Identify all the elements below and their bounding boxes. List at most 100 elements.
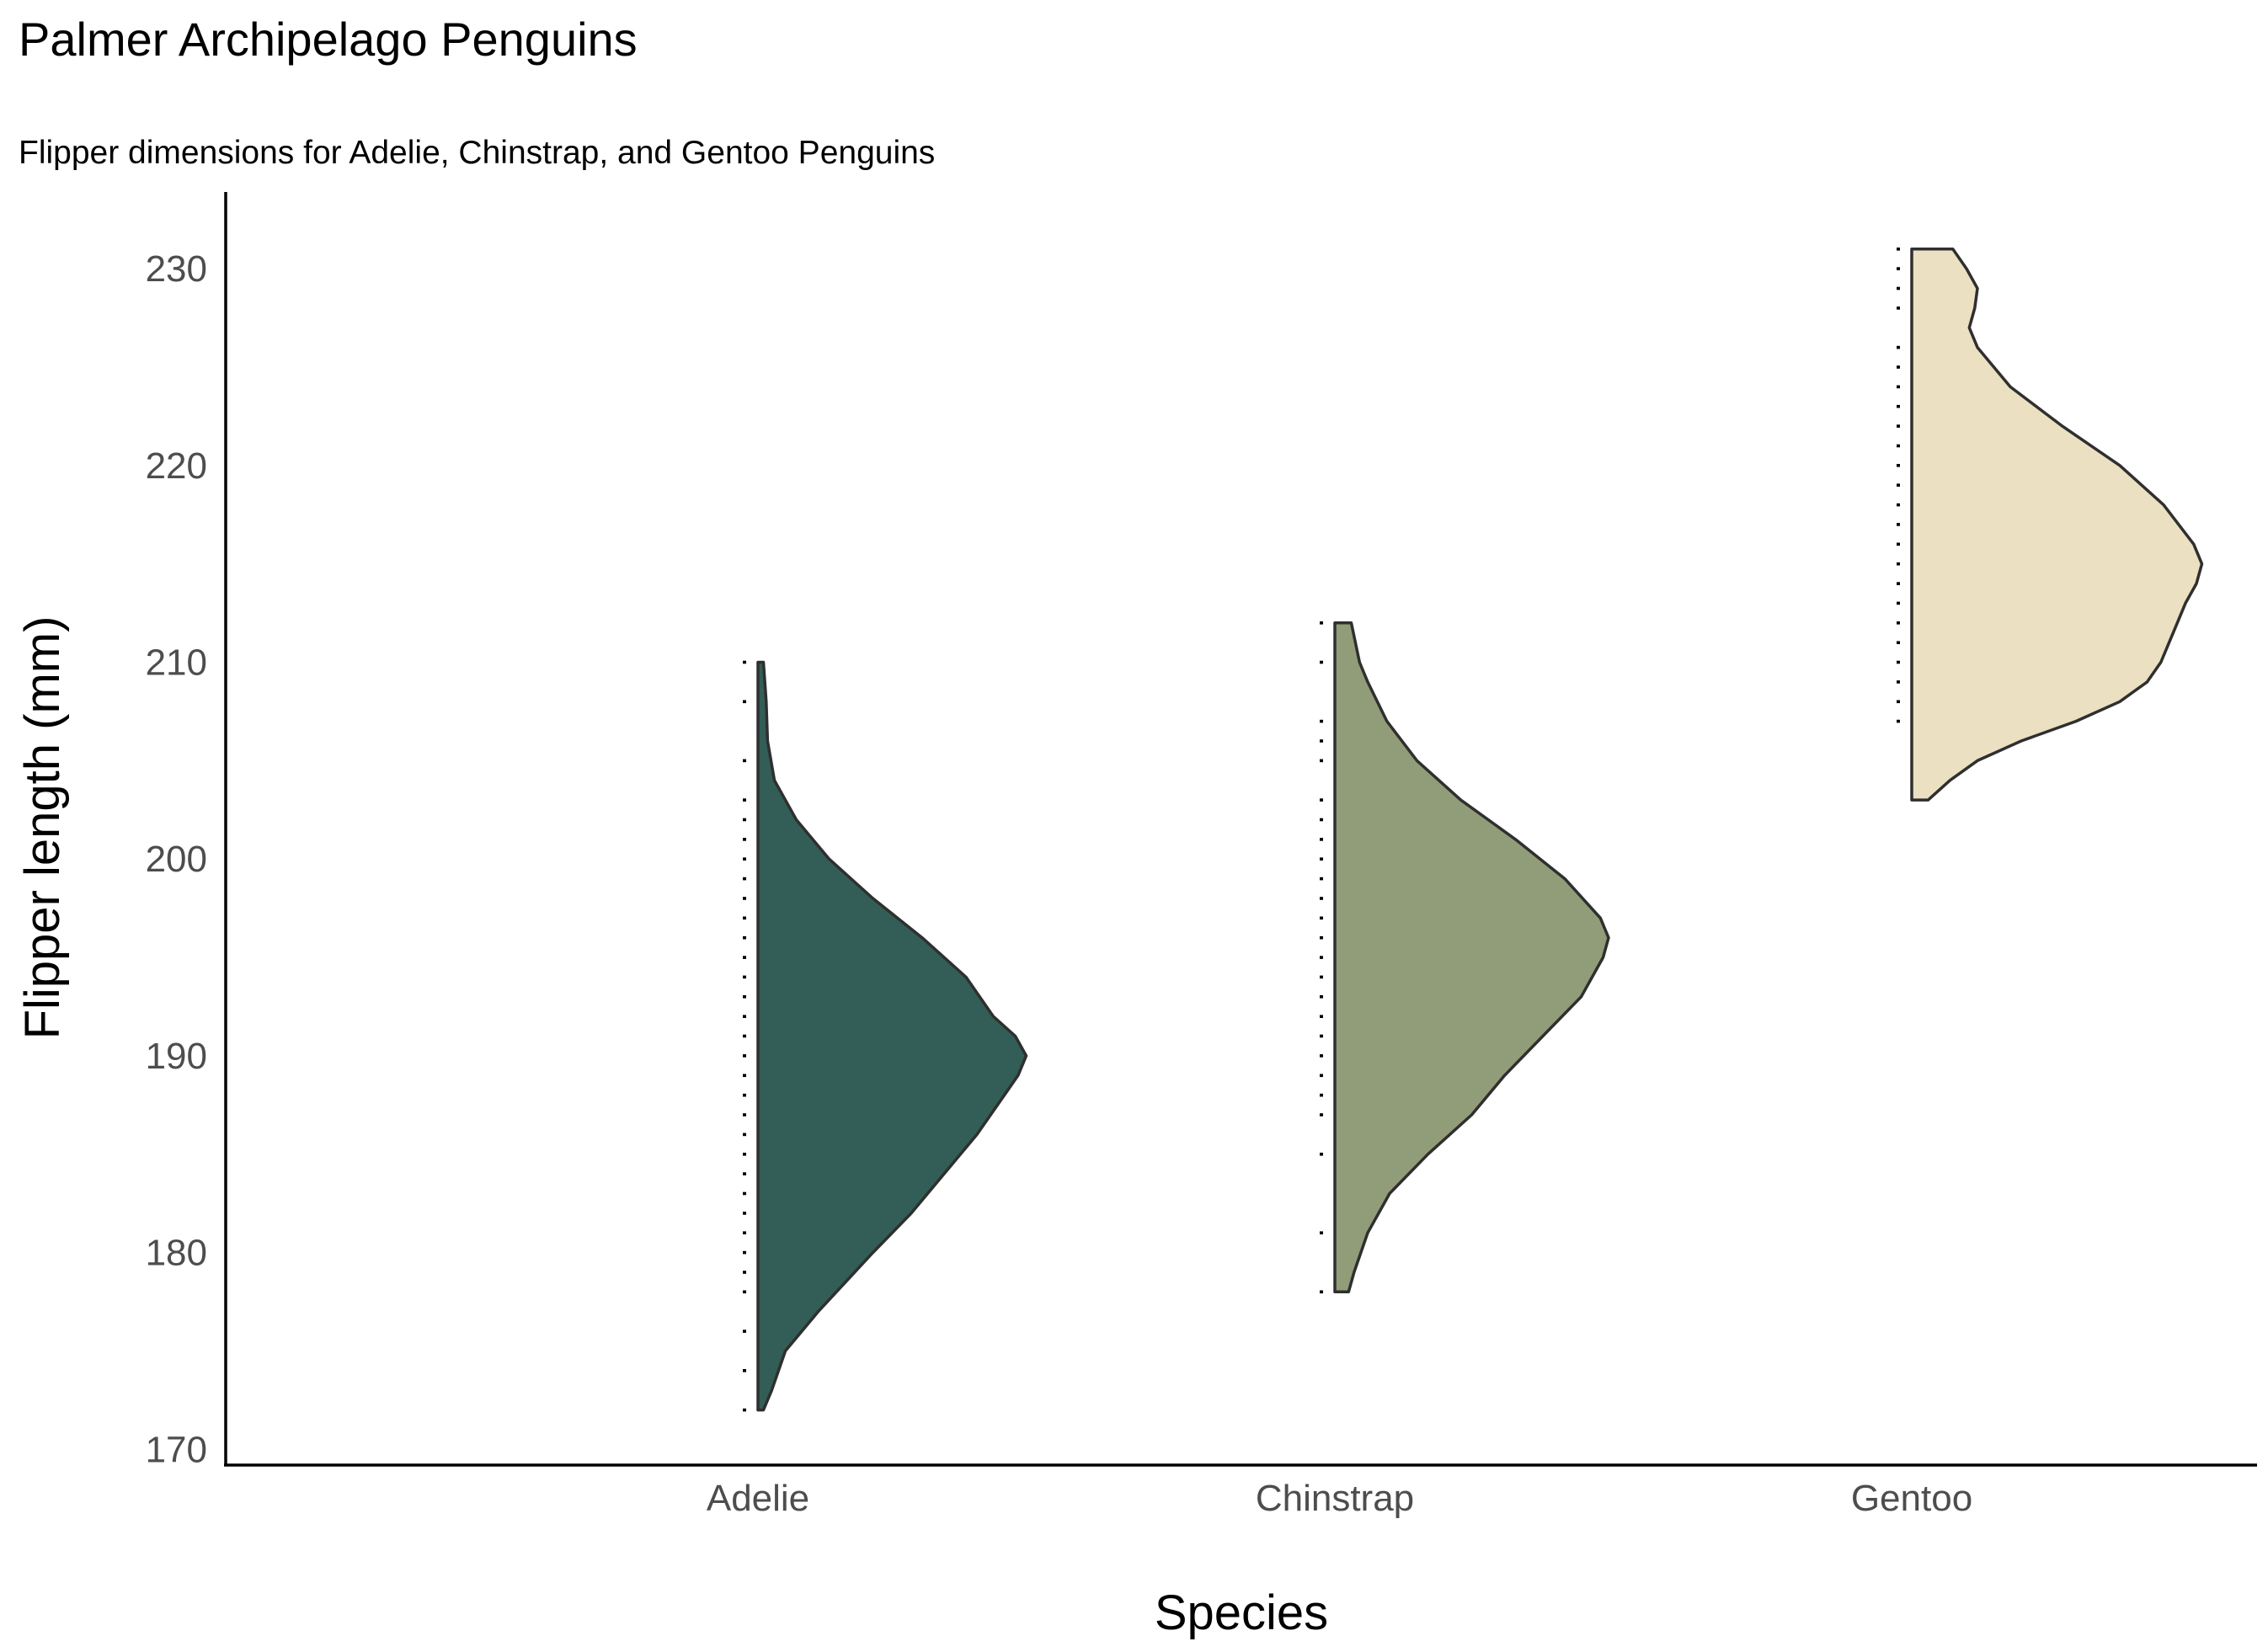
dot-adelie-198 <box>743 897 746 900</box>
dot-gentoo-211 <box>1897 641 1900 644</box>
dot-adelie-186 <box>743 1132 746 1137</box>
dot-gentoo-222 <box>1897 424 1900 428</box>
dot-gentoo-230 <box>1897 267 1900 270</box>
dot-chinstrap-191 <box>1320 1034 1323 1038</box>
dot-gentoo-213 <box>1897 601 1900 605</box>
dot-adelie-210 <box>743 660 746 664</box>
y-tick-label-230: 230 <box>146 248 207 290</box>
dot-chinstrap-190 <box>1320 1054 1323 1058</box>
dot-adelie-182 <box>743 1212 746 1215</box>
x-axis-title: Species <box>1155 1585 1328 1640</box>
dot-chinstrap-187 <box>1320 1113 1323 1116</box>
dot-chinstrap-201 <box>1320 838 1323 841</box>
dot-chinstrap-203 <box>1320 798 1323 802</box>
chart-subtitle: Flipper dimensions for Adelie, Chinstrap… <box>19 135 935 171</box>
y-tick-label-180: 180 <box>146 1233 207 1274</box>
dot-gentoo-219 <box>1897 483 1900 487</box>
x-tick-label-gentoo: Gentoo <box>1851 1478 1972 1519</box>
y-tick-label-170: 170 <box>146 1429 207 1470</box>
dot-adelie-180 <box>743 1250 746 1255</box>
dot-adelie-196 <box>743 935 746 940</box>
dot-gentoo-229 <box>1897 286 1900 290</box>
dot-chinstrap-200 <box>1320 857 1323 861</box>
dot-chinstrap-189 <box>1320 1074 1323 1078</box>
dot-chinstrap-212 <box>1320 621 1323 625</box>
dot-gentoo-225 <box>1897 365 1900 369</box>
dot-adelie-179 <box>743 1271 746 1274</box>
dot-chinstrap-205 <box>1320 759 1323 763</box>
violin-adelie <box>756 660 1028 1412</box>
dot-adelie-178 <box>743 1290 746 1294</box>
dot-adelie-197 <box>743 916 746 920</box>
dot-adelie-203 <box>743 798 746 802</box>
dot-chinstrap-185 <box>1320 1153 1323 1156</box>
dot-adelie-184 <box>743 1172 746 1175</box>
x-tick-label-adelie: Adelie <box>707 1478 809 1519</box>
dot-adelie-185 <box>743 1153 746 1156</box>
dot-adelie-192 <box>743 1015 746 1018</box>
violin-chinstrap <box>1333 621 1610 1294</box>
dot-adelie-188 <box>743 1093 746 1097</box>
y-axis-title: Flipper length (mm) <box>15 616 70 1040</box>
chart-title: Palmer Archipelago Penguins <box>19 13 638 66</box>
dot-adelie-176 <box>743 1330 746 1333</box>
dot-adelie-193 <box>743 995 746 999</box>
x-axis-ticks: Adelie Chinstrap Gentoo <box>707 1478 1972 1519</box>
dot-adelie-172 <box>743 1408 746 1412</box>
plot-area <box>743 248 2204 1412</box>
dot-chinstrap-197 <box>1320 916 1323 920</box>
dot-chinstrap-178 <box>1320 1290 1323 1294</box>
dot-adelie-181 <box>743 1231 746 1234</box>
dot-chinstrap-195 <box>1320 956 1323 959</box>
dot-chinstrap-196 <box>1320 935 1323 940</box>
dot-adelie-191 <box>743 1034 746 1038</box>
violin-gentoo <box>1910 248 2204 802</box>
dot-gentoo-217 <box>1897 523 1900 526</box>
dot-gentoo-224 <box>1897 385 1900 389</box>
dot-chinstrap-188 <box>1320 1093 1323 1097</box>
dot-adelie-174 <box>743 1369 746 1372</box>
dot-adelie-200 <box>743 857 746 861</box>
dot-adelie-208 <box>743 700 746 704</box>
dot-gentoo-215 <box>1897 562 1900 566</box>
y-axis-ticks: 170 180 190 200 210 220 230 <box>146 248 207 1470</box>
dot-gentoo-208 <box>1897 700 1900 704</box>
dot-gentoo-207 <box>1897 719 1900 723</box>
y-tick-label-190: 190 <box>146 1036 207 1077</box>
dot-gentoo-223 <box>1897 404 1900 408</box>
dot-chinstrap-198 <box>1320 897 1323 900</box>
dot-gentoo-218 <box>1897 503 1900 507</box>
y-tick-label-220: 220 <box>146 445 207 487</box>
dot-adelie-183 <box>743 1191 746 1196</box>
dot-chinstrap-194 <box>1320 975 1323 979</box>
dot-gentoo-212 <box>1897 621 1900 625</box>
x-tick-label-chinstrap: Chinstrap <box>1256 1478 1414 1519</box>
dot-gentoo-216 <box>1897 542 1900 546</box>
y-tick-label-200: 200 <box>146 839 207 880</box>
dot-gentoo-220 <box>1897 464 1900 467</box>
dot-chinstrap-210 <box>1320 660 1323 664</box>
dot-adelie-187 <box>743 1113 746 1116</box>
dot-gentoo-210 <box>1897 660 1900 664</box>
dot-gentoo-226 <box>1897 345 1900 349</box>
dot-adelie-199 <box>743 877 746 881</box>
dot-gentoo-231 <box>1897 248 1900 251</box>
dot-gentoo-228 <box>1897 306 1900 310</box>
y-tick-label-210: 210 <box>146 642 207 684</box>
dot-gentoo-214 <box>1897 582 1900 585</box>
dot-adelie-194 <box>743 975 746 979</box>
dot-adelie-202 <box>743 818 746 822</box>
dot-adelie-189 <box>743 1074 746 1078</box>
dot-adelie-190 <box>743 1054 746 1058</box>
dot-chinstrap-181 <box>1320 1231 1323 1234</box>
dot-adelie-201 <box>743 838 746 841</box>
dot-chinstrap-193 <box>1320 995 1323 999</box>
dot-gentoo-221 <box>1897 444 1900 448</box>
dot-chinstrap-199 <box>1320 877 1323 881</box>
dot-gentoo-209 <box>1897 680 1900 684</box>
dot-chinstrap-202 <box>1320 818 1323 822</box>
dot-adelie-205 <box>743 759 746 763</box>
dot-chinstrap-192 <box>1320 1015 1323 1018</box>
dot-chinstrap-206 <box>1320 739 1323 743</box>
